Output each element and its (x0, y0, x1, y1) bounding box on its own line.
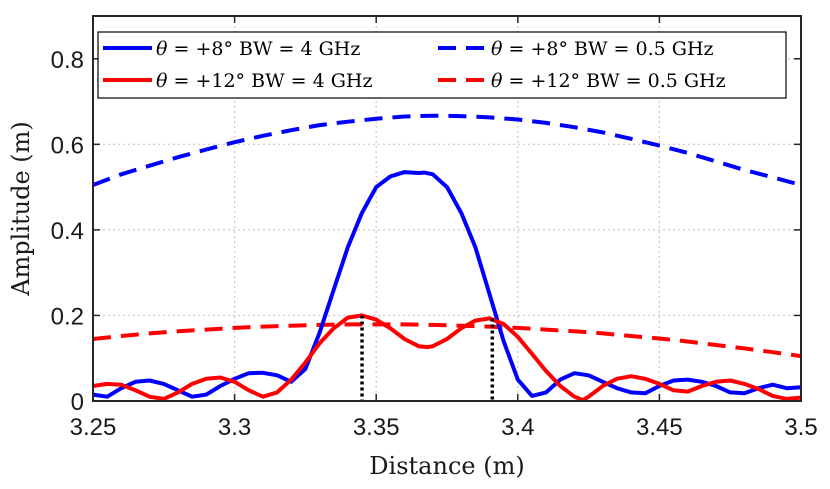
x-axis-title: Distance (m) (369, 452, 524, 480)
legend-bw-label: BW = 4 GHz (239, 38, 360, 60)
legend-entry: θ = +12° BW = 0.5 GHz (438, 70, 726, 92)
series-line (92, 322, 802, 359)
series-line (92, 113, 802, 187)
legend-label: θ = +8° BW = 4 GHz (156, 38, 360, 60)
y-tick-label: 0.2 (51, 303, 84, 330)
plot-frame (92, 15, 802, 402)
series-line (92, 313, 802, 403)
legend-bw-label: BW = 0.5 GHz (586, 70, 726, 92)
legend-bw-label: BW = 4 GHz (251, 70, 372, 92)
y-axis-title: Amplitude (m) (7, 121, 35, 297)
legend-entry: θ = +8° BW = 0.5 GHz (438, 38, 714, 60)
legend-entry: θ = +12° BW = 4 GHz (103, 70, 373, 92)
plot-series (92, 113, 802, 403)
legend-bw-label: BW = 0.5 GHz (574, 38, 714, 60)
legend: θ = +8° BW = 4 GHz θ = +8° BW = 0.5 GHz … (97, 31, 787, 99)
y-tick-label: 0.4 (51, 218, 84, 245)
x-tick-label: 3.35 (353, 414, 400, 441)
y-tick-label: 0.8 (51, 47, 84, 74)
series-line (92, 170, 802, 399)
legend-label: θ = +12° BW = 4 GHz (156, 70, 373, 92)
x-tick-label: 3.4 (501, 414, 534, 441)
y-tick-label: 0.6 (51, 132, 84, 159)
legend-theta-value: = +8° (509, 38, 568, 60)
legend-label: θ = +12° BW = 0.5 GHz (491, 70, 726, 92)
legend-theta-value: = +12° (174, 70, 246, 92)
peak-markers (360, 315, 495, 401)
legend-label: θ = +8° BW = 0.5 GHz (491, 38, 714, 60)
legend-box (97, 31, 787, 99)
x-tick-label: 3.3 (218, 414, 251, 441)
legend-theta-value: = +12° (509, 70, 581, 92)
x-tick-label: 3.5 (784, 414, 817, 441)
axis-ticks: 3.25 3.3 3.35 3.4 3.45 3.5 0 0.2 0.4 0.6 0.8 (51, 16, 818, 441)
legend-entry: θ = +8° BW = 4 GHz (103, 38, 360, 60)
x-tick-label: 3.45 (636, 414, 683, 441)
y-tick-label: 0 (71, 389, 84, 416)
x-tick-label: 3.25 (70, 414, 117, 441)
legend-theta-value: = +8° (174, 38, 233, 60)
